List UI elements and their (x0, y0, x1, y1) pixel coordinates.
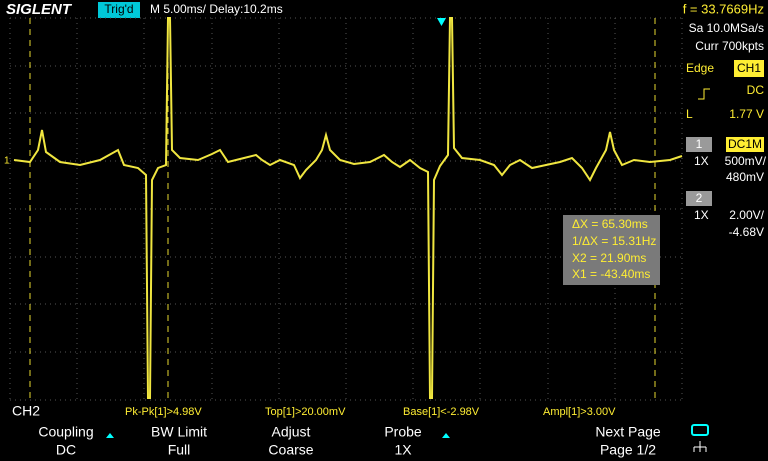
memory-depth: Curr 700kpts (695, 39, 764, 53)
trigger-coupling: DC (747, 83, 765, 97)
brand: SIGLENT (6, 1, 73, 18)
sample-rate: Sa 10.0MSa/s (689, 21, 764, 35)
trigger-position (437, 18, 446, 26)
cursor-x2: X2 = 21.90ms (572, 251, 646, 265)
trigger-source: CH1 (737, 61, 761, 75)
measurement: Base[1]<-2.98V (403, 406, 480, 418)
cursor-delta: ΔX = 65.30ms (572, 217, 648, 231)
network-icon (693, 441, 707, 452)
trigger-level: 1.77 V (729, 107, 764, 121)
softkey-label: Adjust (272, 424, 311, 440)
softkey-value: Coarse (268, 442, 313, 458)
ch2-scale: 2.00V/ (729, 208, 764, 222)
ch1-number: 1 (696, 137, 703, 151)
frequency: f = 33.7669Hz (683, 1, 764, 16)
measure-channel: CH2 (12, 403, 40, 419)
measurement: Ampl[1]>3.00V (543, 406, 616, 418)
ch1-badge (686, 137, 712, 152)
softkey-value: Page 1/2 (600, 442, 656, 458)
level-label: L (686, 107, 693, 121)
softkey-label: Coupling (38, 424, 93, 440)
edge-icon (698, 88, 710, 100)
softkey[interactable]: BW Limit Full (151, 424, 207, 458)
cursor-x1: X1 = -43.40ms (572, 267, 650, 281)
waveform (13, 17, 683, 399)
measurement: Top[1]>20.00mV (265, 406, 346, 418)
softkey-label: Next Page (595, 424, 661, 440)
trigger-source-badge (734, 60, 764, 77)
softkey[interactable]: Adjust Coarse (268, 424, 313, 458)
cursor-lines (29, 18, 656, 400)
softkey[interactable]: Probe 1X (384, 424, 422, 458)
ch1-scale: 500mV/ (725, 154, 767, 168)
softkey-value: Full (168, 442, 191, 458)
trig-badge (98, 2, 140, 18)
channel-marker: 1 (4, 156, 10, 167)
softkey[interactable]: Coupling DC (38, 424, 93, 458)
arrow-icon (442, 433, 450, 438)
softkey[interactable]: Next Page Page 1/2 (595, 424, 661, 458)
ch1-coupling: DC1M (728, 137, 762, 151)
usb-icon (691, 424, 709, 436)
ch2-probe: 1X (694, 208, 709, 222)
cursor-inverse: 1/ΔX = 15.31Hz (572, 234, 656, 248)
ch2-offset: -4.68V (729, 225, 764, 239)
ch2-badge (686, 191, 712, 206)
ch2-number: 2 (696, 191, 703, 205)
ch1-probe: 1X (694, 154, 709, 168)
softkey-label: BW Limit (151, 424, 207, 440)
trigger-status: Trig'd (104, 2, 133, 16)
softkey-label: Probe (384, 424, 422, 440)
softkey-value: DC (56, 442, 76, 458)
softkey-value: 1X (394, 442, 412, 458)
timebase: M 5.00ms/ Delay:10.2ms (150, 2, 283, 16)
measurement: Pk-Pk[1]>4.98V (125, 406, 202, 418)
cursor-box (563, 215, 660, 285)
softkey-menu: Coupling DC BW Limit Full Adjust Coarse Pro… (38, 424, 661, 458)
ch1-offset: 480mV (726, 170, 764, 184)
ch1-coupling-badge (726, 137, 764, 152)
trigger-type: Edge (686, 61, 714, 75)
arrow-icon (106, 433, 114, 438)
